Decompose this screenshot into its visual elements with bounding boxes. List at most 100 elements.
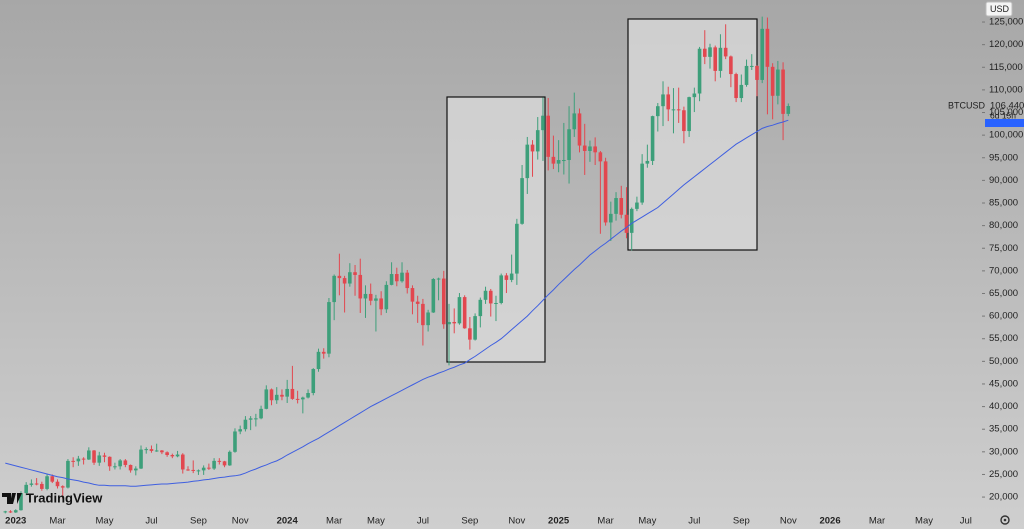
candle-body [770, 66, 775, 96]
candle-body [708, 47, 712, 57]
candle-body [676, 109, 681, 111]
y-tick-label: 65,000 [989, 288, 1018, 299]
candle-body [295, 398, 300, 400]
candle-body [160, 450, 164, 453]
candle-body [368, 293, 373, 301]
candle-body [582, 145, 587, 151]
candle-body [34, 483, 39, 485]
x-tick-label: May [367, 516, 385, 527]
candle-body [692, 93, 697, 98]
candle-body [144, 449, 149, 451]
candle-body [760, 28, 764, 80]
candle-body [170, 454, 175, 457]
candle-body [280, 394, 284, 397]
y-tick-label: 90,000 [989, 175, 1018, 186]
candle-body [321, 351, 326, 354]
candle-body [515, 223, 519, 274]
x-tick-label: Mar [49, 516, 65, 527]
candle-body [139, 449, 143, 469]
candle-body [186, 469, 190, 471]
x-tick-label: May [915, 516, 933, 527]
candle-body [363, 293, 368, 299]
candle-body [431, 279, 436, 313]
candle-body [269, 389, 274, 401]
logo-icon[interactable] [2, 493, 22, 504]
candle-body [457, 297, 462, 324]
candle-body [60, 486, 65, 488]
candle-body [603, 161, 608, 223]
last-price: 106,440 [990, 101, 1024, 112]
candle-body [379, 298, 383, 310]
candle-body [640, 163, 644, 203]
candle-body [473, 316, 477, 340]
candle-body [180, 454, 185, 470]
ma-price-tag [985, 119, 1024, 127]
x-tick-label: 2023 [5, 516, 26, 527]
candle-body [577, 113, 582, 146]
candle-body [656, 106, 660, 117]
settings-icon[interactable] [1000, 515, 1010, 525]
x-tick-label: Jul [145, 516, 157, 527]
candle-body [165, 452, 169, 455]
candle-body [723, 47, 728, 57]
candle-body [217, 460, 222, 462]
candle-body [264, 389, 269, 409]
settings-icon-center[interactable] [1003, 518, 1007, 522]
candle-body [81, 458, 86, 460]
brand[interactable]: TradingView [26, 490, 103, 505]
candle-body [395, 274, 399, 282]
candle-body [436, 278, 441, 280]
candle-body [201, 467, 206, 471]
candle-body [374, 298, 378, 301]
settings-button[interactable] [1000, 515, 1010, 525]
candle-body [468, 328, 472, 340]
y-tick-label: 80,000 [989, 220, 1018, 231]
currency-button[interactable]: USD [985, 1, 1013, 17]
x-tick-label: May [638, 516, 656, 527]
candle-body [734, 74, 738, 99]
y-tick-label: 35,000 [989, 424, 1018, 435]
candle-body [509, 273, 514, 280]
x-tick-label: Nov [780, 516, 797, 527]
currency[interactable]: USD [990, 4, 1010, 14]
candle-body [697, 48, 702, 94]
logo[interactable]: TradingView [2, 490, 103, 505]
currency-box[interactable] [985, 1, 1013, 17]
y-tick-label: 100,000 [989, 130, 1023, 141]
candle-body [76, 458, 81, 462]
drawn-rectangle [446, 96, 546, 363]
x-tick-label: Jul [688, 516, 700, 527]
candle-body [8, 511, 13, 513]
candle-body [504, 275, 509, 280]
candle-body [55, 481, 60, 487]
candle-body [154, 450, 159, 452]
candle-body [285, 388, 289, 397]
candle-body [248, 418, 253, 420]
y-tick-label: 75,000 [989, 243, 1018, 254]
candle-body [118, 460, 122, 467]
candle-body [609, 213, 613, 223]
candle-body [3, 511, 8, 513]
candle-body [405, 272, 410, 289]
candle-body [13, 510, 18, 513]
candle-body [353, 272, 357, 275]
candle-body [702, 48, 707, 57]
candle-body [410, 288, 415, 302]
candle-body [588, 146, 592, 151]
x-tick-label: 2024 [277, 516, 299, 527]
candle-body [19, 492, 23, 511]
candle-body [50, 476, 55, 482]
candle-body [254, 418, 258, 420]
drawn-rectangle [627, 18, 758, 251]
candle-body [776, 69, 780, 96]
candle-body [175, 454, 180, 457]
candle-body [128, 464, 133, 471]
candle-body [40, 483, 44, 489]
candle-body [488, 290, 493, 304]
candle-body [687, 97, 691, 132]
candle-body [212, 460, 216, 469]
candle-body [739, 84, 744, 99]
candle-body [207, 467, 211, 469]
candle-body [113, 466, 117, 468]
candle-body [191, 469, 196, 471]
